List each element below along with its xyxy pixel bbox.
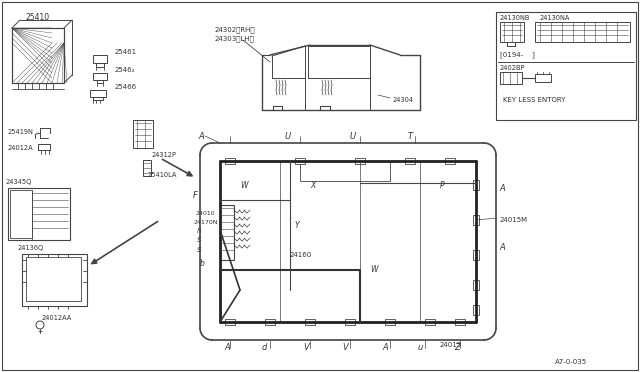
Text: 24302（RH）: 24302（RH） [215, 27, 255, 33]
Text: 24015: 24015 [440, 342, 462, 348]
Text: S: S [197, 247, 202, 253]
Text: S: S [197, 237, 202, 243]
Text: U: U [350, 131, 356, 141]
Text: 24130NB: 24130NB [500, 15, 531, 21]
Text: W: W [370, 266, 378, 275]
Circle shape [36, 321, 44, 329]
Bar [473, 305, 479, 315]
Text: h: h [197, 228, 202, 234]
Text: A: A [198, 131, 204, 141]
Text: A: A [382, 343, 388, 353]
Bar [225, 158, 235, 164]
Bar [425, 319, 435, 325]
Bar [96, 63, 104, 67]
Text: d: d [262, 343, 268, 353]
Bar [385, 319, 395, 325]
Text: 25419N: 25419N [8, 129, 34, 135]
Text: 24130NA: 24130NA [540, 15, 570, 21]
Text: A: A [224, 343, 230, 353]
Text: 24015M: 24015M [500, 217, 528, 223]
Bar [93, 55, 107, 63]
Text: 25410LA: 25410LA [148, 172, 177, 178]
Bar [455, 319, 465, 325]
Bar [473, 250, 479, 260]
Text: [0194-    ]: [0194- ] [500, 52, 535, 58]
Bar [345, 319, 355, 325]
Bar [12, 28, 64, 83]
Text: 25461: 25461 [115, 49, 137, 55]
Text: V: V [342, 343, 348, 353]
Bar [473, 180, 479, 190]
Bar [10, 190, 32, 238]
Bar [355, 158, 365, 164]
Text: F: F [193, 190, 198, 199]
Text: A: A [499, 183, 505, 192]
Text: 24303（LH）: 24303（LH） [215, 36, 255, 42]
Text: Z: Z [454, 343, 460, 353]
Bar [8, 188, 70, 240]
Bar [445, 158, 455, 164]
Bar [22, 254, 87, 306]
Bar [535, 22, 630, 42]
Bar [535, 74, 551, 82]
Text: 24136Q: 24136Q [18, 245, 44, 251]
Bar [26, 257, 81, 301]
Bar [500, 72, 522, 84]
Bar [133, 120, 153, 148]
Bar [265, 319, 275, 325]
Text: 25410: 25410 [25, 13, 49, 22]
Bar [496, 12, 636, 120]
Text: A: A [499, 244, 505, 253]
Bar [305, 319, 315, 325]
Text: 2546₂: 2546₂ [115, 67, 136, 73]
Text: A7-0-035: A7-0-035 [555, 359, 587, 365]
Bar [220, 205, 234, 260]
Text: 24345Q: 24345Q [6, 179, 33, 185]
Text: 24312P: 24312P [152, 152, 177, 158]
Text: u: u [418, 343, 423, 353]
Text: X: X [310, 180, 316, 189]
Bar [405, 158, 415, 164]
Bar [300, 161, 390, 181]
Text: 24160: 24160 [290, 252, 312, 258]
Bar [473, 215, 479, 225]
Bar [93, 97, 103, 100]
Bar [500, 22, 524, 42]
Text: KEY LESS ENTORY: KEY LESS ENTORY [503, 97, 565, 103]
Bar [295, 158, 305, 164]
Text: b: b [200, 260, 205, 269]
Bar [97, 80, 103, 83]
Text: W: W [240, 180, 248, 189]
Text: 24304: 24304 [393, 97, 414, 103]
Text: T: T [408, 131, 413, 141]
Text: 24012AA: 24012AA [42, 315, 72, 321]
Text: 24010: 24010 [196, 211, 216, 215]
Text: 24012A: 24012A [8, 145, 34, 151]
Bar [93, 73, 107, 80]
Bar [12, 28, 64, 83]
Text: P: P [440, 180, 445, 189]
Text: 25466: 25466 [115, 84, 137, 90]
Text: U: U [285, 131, 291, 141]
Text: 2402BP: 2402BP [500, 65, 525, 71]
Bar [90, 90, 106, 97]
Bar [143, 160, 151, 176]
Text: 24170N: 24170N [194, 219, 218, 224]
Bar [473, 280, 479, 290]
Text: V: V [303, 343, 308, 353]
Text: Y: Y [295, 221, 300, 230]
Bar [225, 319, 235, 325]
